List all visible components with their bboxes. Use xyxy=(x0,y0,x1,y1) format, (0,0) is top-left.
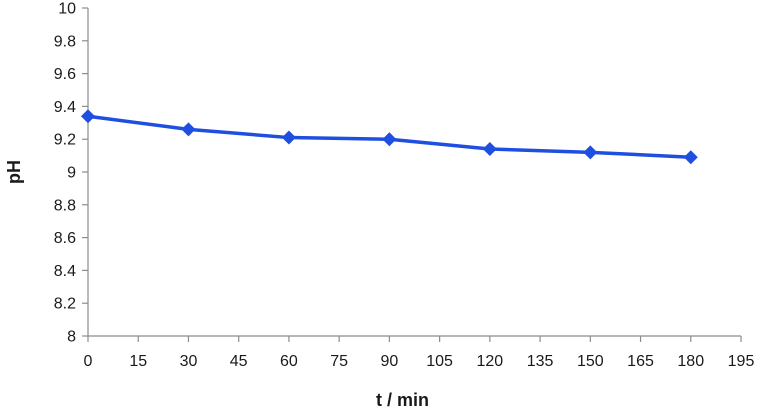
y-tick-label: 8.6 xyxy=(54,230,76,247)
series-layer xyxy=(81,109,698,165)
x-tick-label: 60 xyxy=(280,353,298,370)
x-tick-label: 90 xyxy=(380,353,398,370)
axes xyxy=(87,8,741,337)
y-axis-ticks: 8 8.2 8.4 8.6 8.8 9 9.2 9.4 9.6 9.8 10 xyxy=(54,1,88,346)
x-tick-label: 120 xyxy=(476,353,503,370)
x-tick-label: 45 xyxy=(230,353,248,370)
x-tick-label: 15 xyxy=(129,353,147,370)
x-tick-label: 180 xyxy=(677,353,704,370)
data-point-marker xyxy=(482,142,497,157)
x-tick-label: 75 xyxy=(330,353,348,370)
data-point-marker xyxy=(281,130,296,145)
x-axis-title: t / min xyxy=(376,390,429,410)
x-axis-ticks: 0 15 30 45 60 75 90 105 120 135 150 165 180 195 xyxy=(84,336,755,370)
data-point-marker xyxy=(683,150,698,165)
data-point-marker xyxy=(583,145,598,160)
data-point-marker xyxy=(181,122,196,137)
y-tick-label: 9.8 xyxy=(54,33,76,50)
y-tick-label: 9.6 xyxy=(54,66,76,83)
x-tick-label: 105 xyxy=(426,353,453,370)
x-tick-label: 0 xyxy=(84,353,93,370)
y-axis-title: pH xyxy=(4,160,24,184)
y-tick-label: 9.4 xyxy=(54,99,76,116)
y-tick-label: 8 xyxy=(67,329,76,346)
x-tick-label: 30 xyxy=(180,353,198,370)
x-tick-label: 150 xyxy=(577,353,604,370)
x-tick-label: 135 xyxy=(527,353,554,370)
x-tick-label: 195 xyxy=(728,353,755,370)
x-tick-label: 165 xyxy=(627,353,654,370)
y-tick-label: 10 xyxy=(58,1,76,18)
y-tick-label: 8.4 xyxy=(54,263,76,280)
y-tick-label: 8.2 xyxy=(54,296,76,313)
data-point-marker xyxy=(382,132,397,147)
data-point-marker xyxy=(81,109,95,124)
y-tick-label: 9 xyxy=(67,165,76,182)
y-tick-label: 9.2 xyxy=(54,132,76,149)
y-tick-label: 8.8 xyxy=(54,197,76,214)
